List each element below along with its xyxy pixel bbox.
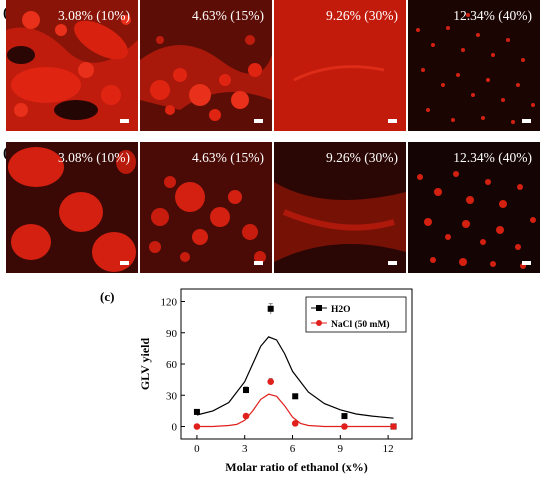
micrograph-a1-image (6, 0, 138, 131)
data-point-h2o (341, 413, 348, 420)
micrograph-b1-caption: 3.08% (10%) (58, 150, 130, 165)
micrograph-a2-caption: 4.63% (15%) (192, 8, 264, 23)
scale-bar (388, 261, 397, 265)
scale-bar (388, 119, 397, 123)
micrograph-b4: 12.34% (40%) (408, 142, 540, 273)
scale-bar (522, 261, 531, 265)
micrograph-a1-caption: 3.08% (10%) (58, 8, 130, 23)
data-point-nacl (291, 420, 299, 427)
micrograph-a4: 12.34% (40%) (408, 0, 540, 131)
micrograph-a4-caption: 12.34% (40%) (453, 8, 532, 23)
y-tick-label: 60 (166, 359, 178, 371)
micrograph-b1: 3.08% (10%) (6, 142, 138, 273)
y-tick-label: 30 (166, 390, 178, 402)
fit-curve-h2o (196, 336, 394, 419)
scale-bar (522, 119, 531, 123)
data-point-h2o (292, 393, 299, 400)
y-tick-label: 0 (172, 422, 178, 434)
legend-marker-h2o (316, 305, 322, 311)
glv-yield-chart: (c) 0 3 6 9 12 0 30 60 90 120 Molar ratio of ethano… (100, 284, 430, 476)
micrograph-a4-image (408, 0, 540, 131)
scale-bar (120, 119, 129, 123)
legend-marker-nacl (316, 320, 322, 326)
micrograph-b1-image (6, 142, 138, 273)
x-tick-label: 12 (383, 443, 394, 455)
micrograph-b3: 9.26% (30%) (274, 142, 406, 273)
legend-label-nacl: NaCl (50 mM) (331, 319, 390, 330)
y-axis-label: GLV yield (138, 338, 152, 391)
data-point-nacl (341, 423, 348, 430)
micrograph-b2-caption: 4.63% (15%) (192, 150, 264, 165)
micrograph-a1: 3.08% (10%) (6, 0, 138, 131)
micrograph-b2-image (140, 142, 272, 273)
data-point-nacl (193, 423, 201, 430)
micrograph-a2-image (140, 0, 272, 131)
panel-c-label: (c) (100, 289, 114, 304)
micrograph-b3-image (274, 142, 406, 273)
x-tick-label: 0 (194, 443, 200, 455)
legend-label-h2o: H2O (331, 305, 351, 315)
micrograph-a3-caption: 9.26% (30%) (326, 8, 398, 23)
scale-bar (254, 261, 263, 265)
scale-bar (120, 261, 129, 265)
fit-curve-nacl (196, 393, 394, 428)
x-tick-label: 9 (338, 443, 344, 455)
data-point-h2o (242, 387, 249, 394)
micrograph-a3: 9.26% (30%) (274, 0, 406, 131)
x-axis-label: Molar ratio of ethanol (x%) (225, 460, 367, 474)
data-point-nacl (390, 423, 397, 430)
micrograph-b2: 4.63% (15%) (140, 142, 272, 273)
scale-bar (254, 119, 263, 123)
micrograph-b4-caption: 12.34% (40%) (453, 150, 532, 165)
micrograph-a3-image (274, 0, 406, 131)
x-tick-label: 6 (290, 443, 296, 455)
y-tick-label: 90 (166, 328, 178, 340)
data-point-h2o (193, 408, 200, 415)
micrograph-b4-image (408, 142, 540, 273)
data-point-h2o (267, 305, 274, 312)
micrograph-a2: 4.63% (15%) (140, 0, 272, 131)
y-tick-label: 120 (161, 297, 178, 309)
data-point-nacl (242, 412, 250, 420)
legend-box (305, 296, 407, 333)
data-point-nacl (267, 378, 274, 386)
x-tick-label: 3 (242, 443, 248, 455)
micrograph-b3-caption: 9.26% (30%) (326, 150, 398, 165)
